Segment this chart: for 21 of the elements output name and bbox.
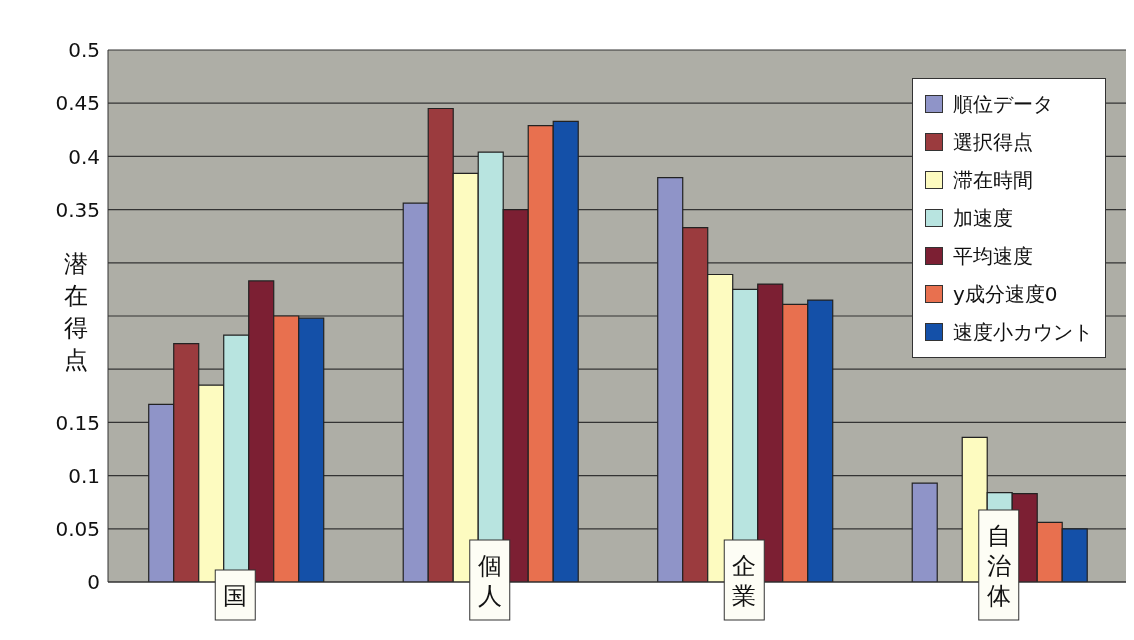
y-tick-label: 0.1 [68,463,100,488]
y-tick-label: 0.05 [55,516,100,541]
legend-label: 選択得点 [953,128,1033,156]
x-tick-label: 企業 [732,552,757,610]
x-tick-label: 自治体 [986,522,1011,610]
bar [911,482,938,582]
x-tick-label: 個人 [477,552,502,610]
legend-label: 速度小カウント [953,318,1093,346]
y-tick-label: 0.35 [55,197,100,222]
legend-label: 平均速度 [953,242,1033,270]
y-tick-label: 0.4 [68,144,100,169]
legend-label: 加速度 [953,204,1013,232]
legend-label: y成分速度0 [953,280,1058,308]
y-tick-label: 0.15 [55,410,100,435]
y-tick-label: 0.45 [55,91,100,116]
y-tick-label: 0 [87,570,100,595]
y-tick-label: 0.5 [68,38,100,63]
y-axis-title: 潜在得点 [58,248,94,376]
x-tick-label: 国 [223,582,248,610]
legend-label: 順位データ [953,90,1053,118]
legend-label: 滞在時間 [953,166,1033,194]
